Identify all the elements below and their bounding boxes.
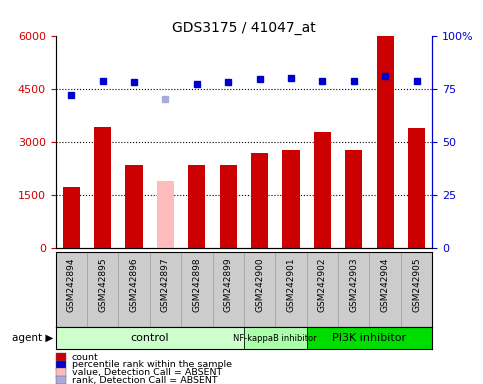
Bar	[283, 149, 299, 248]
Text: GSM242900: GSM242900	[255, 258, 264, 312]
Text: GSM242894: GSM242894	[67, 258, 76, 312]
Text: GSM242898: GSM242898	[192, 258, 201, 312]
Bar	[188, 166, 205, 248]
Bar	[408, 128, 425, 248]
Bar	[345, 149, 362, 248]
Bar	[314, 132, 331, 248]
Text: GSM242896: GSM242896	[129, 258, 139, 312]
Bar	[377, 36, 394, 248]
Text: agent ▶: agent ▶	[12, 333, 53, 343]
Bar	[157, 181, 174, 248]
Text: count: count	[72, 353, 99, 362]
Bar	[56, 327, 244, 349]
Text: percentile rank within the sample: percentile rank within the sample	[72, 360, 232, 369]
Text: GSM242897: GSM242897	[161, 258, 170, 312]
Text: control: control	[130, 333, 169, 343]
Text: GSM242905: GSM242905	[412, 258, 421, 312]
Bar	[220, 166, 237, 248]
Text: GSM242899: GSM242899	[224, 258, 233, 312]
Text: GSM242904: GSM242904	[381, 258, 390, 312]
Text: NF-kappaB inhibitor: NF-kappaB inhibitor	[233, 334, 317, 343]
Bar	[307, 327, 432, 349]
Bar	[244, 327, 307, 349]
Bar	[251, 153, 268, 248]
Text: value, Detection Call = ABSENT: value, Detection Call = ABSENT	[72, 368, 222, 377]
Text: GSM242903: GSM242903	[349, 258, 358, 312]
Text: GSM242902: GSM242902	[318, 258, 327, 312]
Bar	[63, 187, 80, 248]
Text: GSM242895: GSM242895	[98, 258, 107, 312]
Title: GDS3175 / 41047_at: GDS3175 / 41047_at	[172, 22, 316, 35]
Bar	[94, 127, 111, 248]
Bar	[126, 166, 142, 248]
Text: GSM242901: GSM242901	[286, 258, 296, 312]
Text: rank, Detection Call = ABSENT: rank, Detection Call = ABSENT	[72, 376, 218, 384]
Text: PI3K inhibitor: PI3K inhibitor	[332, 333, 407, 343]
